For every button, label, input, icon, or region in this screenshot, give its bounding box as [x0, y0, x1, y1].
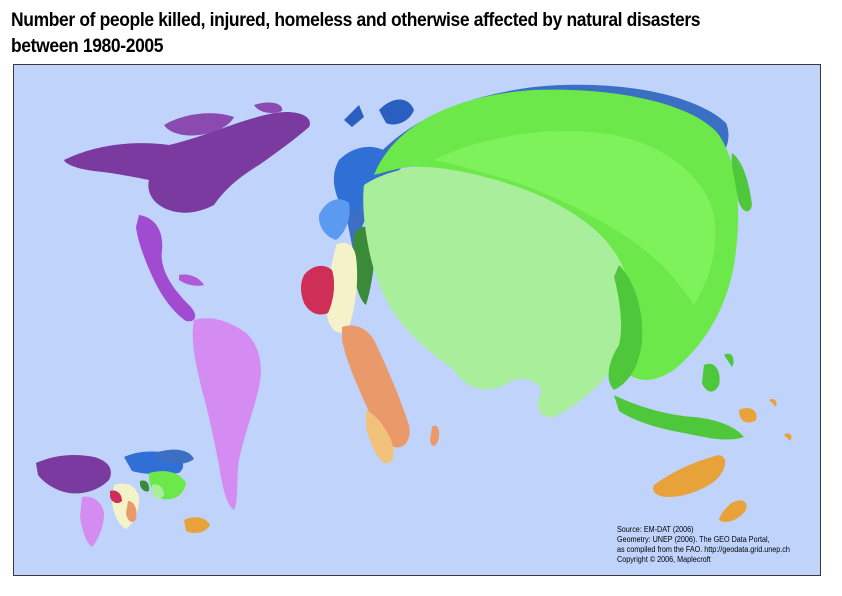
inset-russia: [154, 449, 194, 465]
source-line-1: Source: EM-DAT (2006): [617, 525, 694, 534]
inset-oceania: [184, 517, 210, 533]
cartogram-map: Source: EM-DAT (2006) Geometry: UNEP (20…: [13, 64, 821, 576]
region-north-america-arctic: [164, 102, 283, 136]
inset-south-asia: [152, 484, 164, 499]
source-line-3: as compiled from the FAO. http://geodata…: [617, 545, 790, 554]
region-southeast-asia: [608, 265, 643, 390]
region-west-africa: [301, 265, 335, 315]
inset-south-america: [80, 496, 104, 547]
source-note: Source: EM-DAT (2006) Geometry: UNEP (20…: [617, 525, 790, 565]
map-title-line-2: between 1980-2005: [11, 36, 164, 57]
map-title-line-1: Number of people killed, injured, homele…: [11, 10, 701, 31]
region-philippines: [702, 353, 734, 392]
source-line-4: Copyright © 2006, Maplecroft: [617, 555, 711, 564]
inset-west-africa: [110, 490, 122, 504]
region-europe-west: [318, 199, 350, 240]
region-indonesia: [614, 395, 744, 440]
region-pacific-islands: [739, 398, 792, 441]
inset-world-map: [36, 449, 210, 547]
region-central-america: [136, 215, 196, 322]
region-north-africa: [326, 242, 358, 333]
region-north-america: [64, 111, 310, 213]
region-east-asia-highlight: [434, 131, 716, 305]
region-scandinavia: [344, 99, 414, 127]
region-caribbean: [179, 274, 204, 286]
region-europe: [333, 146, 389, 212]
inset-middle-east: [140, 480, 150, 492]
inset-africa: [112, 483, 140, 529]
inset-east-africa: [126, 501, 137, 522]
inset-north-america: [36, 455, 111, 494]
source-line-2: Geometry: UNEP (2006). The GEO Data Port…: [617, 535, 770, 544]
cartogram-svg: [36, 84, 792, 547]
region-madagascar: [430, 425, 440, 446]
region-australia: [653, 455, 726, 497]
region-south-asia: [363, 166, 633, 418]
map-title: Number of people killed, injured, homele…: [11, 8, 765, 60]
region-east-africa: [342, 325, 410, 448]
region-southern-africa: [366, 410, 394, 464]
region-south-america: [192, 318, 261, 510]
region-new-zealand: [719, 500, 747, 522]
region-japan: [731, 153, 752, 212]
